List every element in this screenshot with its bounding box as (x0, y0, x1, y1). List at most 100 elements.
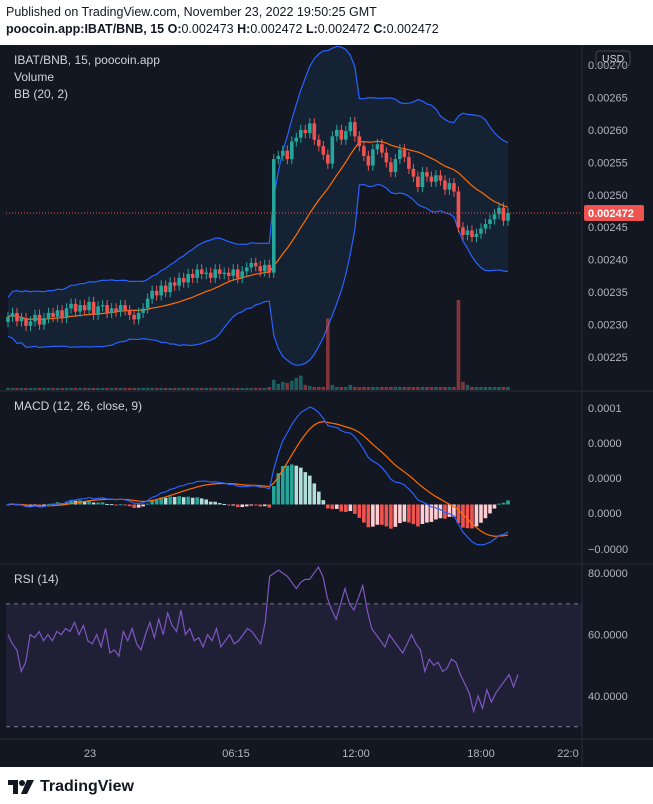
volume-bar (326, 318, 330, 390)
time-tick-label: 22:0 (557, 748, 578, 760)
volume-bar (402, 386, 407, 390)
volume-bar (434, 386, 438, 390)
volume-bar (199, 387, 204, 390)
macd-hist-bar (425, 504, 429, 523)
time-tick-label: 06:15 (222, 748, 250, 760)
volume-bar (64, 387, 69, 390)
macd-hist-bar (186, 496, 190, 505)
macd-hist-bar (181, 497, 186, 505)
candle-body (118, 305, 123, 312)
candle-body (366, 155, 371, 166)
macd-hist-bar (204, 499, 208, 505)
macd-hist-bar (303, 472, 308, 505)
candle-body (141, 308, 145, 313)
symbol-label: poocoin.app:IBAT/BNB, 15 (6, 22, 165, 36)
macd-signal-line (7, 421, 509, 537)
ohlc-line: poocoin.app:IBAT/BNB, 15 O:0.002473 H:0.… (6, 22, 439, 36)
volume-bar (276, 383, 281, 390)
volume-bar (312, 386, 317, 390)
volume-bar (172, 387, 177, 390)
candle-body (217, 269, 222, 274)
chart-canvas[interactable]: 0.0024720.002700.002650.002600.002550.00… (0, 45, 653, 767)
bb-fill (8, 46, 508, 366)
volume-bar (380, 386, 384, 390)
volume-bar (145, 387, 150, 390)
volume-bar (118, 387, 123, 390)
macd-line (7, 406, 509, 546)
volume-bar (222, 387, 227, 390)
volume-bar (461, 381, 465, 390)
macd-hist-bar (276, 473, 281, 505)
macd-hist-bar (289, 464, 294, 505)
candle-body (172, 282, 177, 286)
volume-bar (393, 386, 398, 390)
macd-hist-bar (114, 504, 118, 506)
candle-body (177, 277, 181, 286)
volume-bar (348, 384, 353, 390)
macd-tick-label: 0.0000 (588, 473, 622, 485)
volume-bar (407, 386, 411, 390)
volume-bar (411, 386, 416, 390)
candle-body (136, 312, 141, 320)
time-tick-label: 18:00 (467, 748, 495, 760)
candle-body (456, 191, 461, 228)
candle-body (226, 272, 231, 276)
volume-legend: Volume (14, 70, 54, 84)
volume-bar (24, 387, 28, 390)
macd-hist-bar (132, 504, 136, 508)
candle-body (213, 269, 218, 278)
macd-hist-bar (483, 504, 488, 519)
macd-hist-bar (452, 504, 456, 517)
macd-hist-bar (42, 504, 46, 506)
macd-hist-bar (357, 504, 362, 518)
candle-body (380, 144, 384, 153)
volume-bar (429, 386, 434, 390)
macd-hist-bar (344, 504, 348, 512)
macd-hist-bar (190, 497, 195, 505)
volume-bar (420, 386, 425, 390)
macd-hist-bar (87, 500, 91, 505)
macd-hist-bar (145, 503, 150, 505)
volume-bar (100, 387, 105, 390)
candle-body (308, 123, 312, 134)
macd-hist-bar (389, 504, 393, 529)
macd-hist-bar (51, 503, 55, 505)
candle-body (348, 122, 353, 132)
macd-hist-bar (127, 504, 132, 507)
price-tick-label: 0.00230 (588, 320, 628, 332)
price-tick-label: 0.00235 (588, 287, 628, 299)
macd-hist-bar (64, 501, 69, 505)
volume-bar (73, 387, 78, 390)
macd-hist-bar (321, 500, 326, 505)
currency-button[interactable] (595, 50, 631, 67)
volume-bar (150, 387, 154, 390)
rsi-tick-label: 80.0000 (588, 568, 628, 580)
candle-body (195, 269, 199, 278)
macd-hist-bar (461, 504, 465, 528)
candle-body (317, 139, 321, 147)
volume-bar (159, 387, 163, 390)
candle-body (15, 312, 19, 322)
volume-bar (465, 384, 470, 390)
tradingview-brand: TradingView (40, 778, 134, 795)
volume-bar (339, 386, 344, 390)
macd-hist-bar (416, 504, 420, 527)
volume-bar (262, 387, 267, 390)
macd-hist-bar (118, 504, 123, 506)
volume-bar (244, 387, 249, 390)
candle-body (339, 129, 344, 140)
candle-body (168, 282, 172, 293)
candle-body (69, 303, 73, 309)
volume-bars (6, 300, 510, 390)
candle-body (199, 269, 204, 274)
macd-hist-bar (402, 504, 407, 522)
volume-bar (389, 386, 393, 390)
candle-body (24, 318, 28, 326)
volume-bar (240, 387, 245, 390)
candle-body (303, 129, 308, 134)
macd-tick-label: 0.0000 (588, 508, 622, 520)
candle-body (91, 301, 96, 315)
volume-bar (10, 387, 15, 390)
candle-body (235, 269, 240, 278)
macd-hist-bar (353, 504, 357, 514)
